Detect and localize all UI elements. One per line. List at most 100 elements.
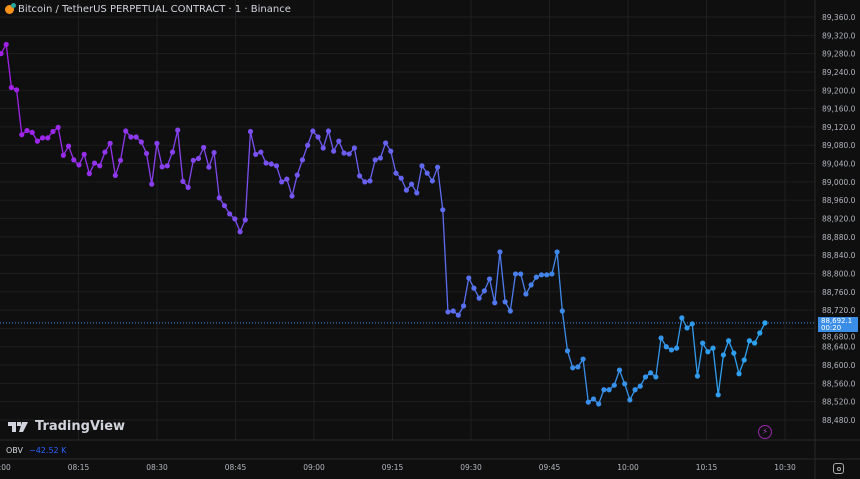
price-point — [559, 308, 565, 314]
price-point — [705, 349, 711, 355]
price-point — [585, 399, 591, 405]
price-point — [138, 139, 144, 145]
price-point — [658, 335, 664, 341]
price-point — [492, 300, 498, 306]
price-point — [741, 357, 747, 363]
logo-text: TradingView — [35, 419, 126, 434]
price-point — [445, 309, 451, 315]
price-point — [0, 51, 4, 57]
price-point — [86, 171, 92, 177]
price-point — [606, 387, 612, 393]
price-point — [752, 340, 758, 346]
price-point — [34, 138, 40, 144]
price-point — [45, 135, 51, 141]
price-point — [221, 203, 228, 209]
price-point — [684, 325, 690, 331]
price-point — [757, 330, 763, 336]
price-point — [466, 275, 472, 281]
price-point — [549, 271, 555, 277]
time-tick-label: 10:30 — [774, 463, 796, 472]
price-point — [533, 274, 539, 280]
price-point — [580, 356, 586, 362]
price-point — [507, 308, 513, 314]
price-point — [3, 41, 9, 48]
price-point — [362, 179, 368, 185]
price-point — [305, 142, 311, 148]
price-point — [71, 157, 77, 163]
price-point — [284, 176, 290, 182]
price-tick-label: 89,040.0 — [822, 160, 856, 169]
lightning-icon[interactable]: ⚡ — [758, 425, 772, 439]
price-point — [694, 373, 701, 379]
indicator-value: −42.52 K — [29, 446, 67, 455]
symbol-title-text: Bitcoin / TetherUS PERPETUAL CONTRACT · … — [18, 4, 291, 15]
price-point — [91, 160, 98, 166]
price-point — [169, 149, 176, 155]
price-point — [523, 291, 529, 297]
price-point — [668, 347, 675, 353]
price-point — [143, 150, 150, 157]
time-tick-label: 08:30 — [146, 463, 168, 472]
price-point — [112, 172, 118, 179]
price-point — [195, 155, 202, 162]
price-tick-label: 88,960.0 — [822, 196, 856, 205]
price-point — [367, 178, 373, 184]
price-point — [149, 181, 155, 187]
price-point — [24, 127, 30, 134]
price-line — [0, 42, 766, 406]
price-point — [123, 128, 129, 134]
price-point — [201, 144, 207, 151]
price-point — [642, 374, 649, 380]
price-tick-label: 89,320.0 — [822, 31, 856, 40]
price-point — [679, 315, 685, 321]
price-point — [315, 134, 321, 140]
price-point — [726, 338, 732, 344]
price-point — [357, 173, 363, 179]
price-tick-label: 88,800.0 — [822, 269, 856, 278]
price-point — [102, 149, 108, 155]
price-point — [616, 367, 623, 373]
price-tick-label: 88,760.0 — [822, 288, 856, 297]
price-point — [627, 397, 633, 403]
time-tick-label: 08:45 — [225, 463, 247, 472]
price-point — [206, 164, 212, 170]
price-point — [544, 272, 550, 278]
settings-icon[interactable] — [833, 463, 844, 474]
price-point — [429, 178, 435, 184]
price-point — [393, 170, 399, 176]
price-point — [185, 184, 191, 190]
symbol-title[interactable]: Bitcoin / TetherUS PERPETUAL CONTRACT · … — [5, 3, 291, 15]
price-point — [320, 145, 326, 151]
obv-indicator-legend[interactable]: OBV −42.52 K — [6, 446, 66, 455]
price-point — [419, 163, 425, 169]
indicator-name: OBV — [6, 446, 24, 455]
price-point — [528, 282, 534, 288]
price-point — [81, 151, 87, 157]
price-point — [715, 392, 721, 398]
price-point — [382, 140, 389, 146]
price-point — [289, 193, 295, 199]
price-point — [700, 340, 706, 346]
price-point — [331, 148, 337, 154]
price-point — [190, 157, 196, 163]
price-point — [351, 145, 358, 151]
price-point — [502, 299, 508, 305]
price-point — [294, 172, 300, 178]
price-point — [674, 345, 680, 351]
price-point — [554, 249, 560, 255]
price-point — [180, 178, 186, 185]
price-point — [242, 217, 248, 223]
price-tick-label: 88,480.0 — [822, 416, 856, 425]
price-point — [19, 132, 25, 138]
price-point — [310, 128, 316, 134]
price-point — [117, 157, 124, 163]
price-point — [253, 151, 259, 157]
price-point — [414, 190, 420, 196]
price-point — [279, 179, 285, 185]
tradingview-logo[interactable]: TradingView — [8, 419, 125, 434]
price-tick-label: 88,880.0 — [822, 233, 856, 242]
price-point — [55, 124, 61, 130]
price-point — [65, 143, 72, 149]
tradingview-logo-icon — [8, 421, 28, 432]
